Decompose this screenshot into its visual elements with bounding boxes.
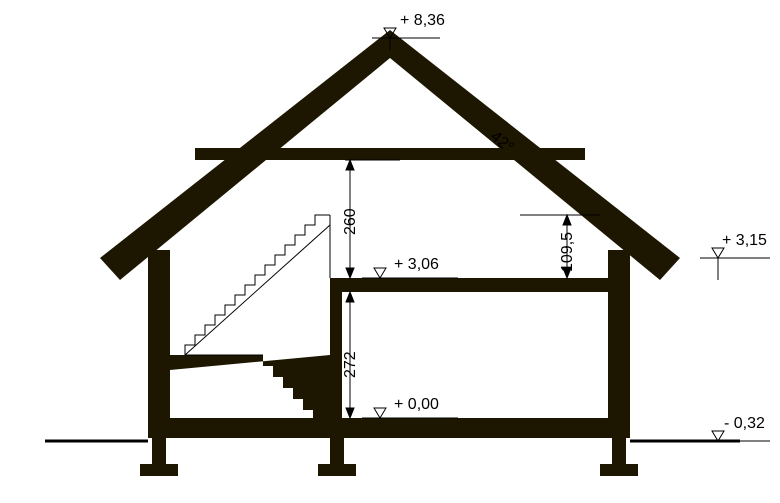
- upper-floor: [330, 278, 630, 292]
- floor-elevation-label: + 3,06: [394, 256, 439, 274]
- footings: [140, 438, 638, 476]
- elev-eave-marker: [700, 248, 770, 280]
- ground-slab: [148, 418, 630, 438]
- ground-height-label: 272: [342, 351, 360, 378]
- stair-outline: [170, 215, 330, 418]
- knee-wall-label: 109,5: [559, 232, 577, 272]
- attic-height-label: 260: [342, 208, 360, 235]
- eave-elevation-label: + 3,15: [722, 232, 767, 250]
- left-wall: [148, 250, 170, 430]
- section-drawing: [0, 0, 780, 503]
- grade-elevation-label: - 0,32: [724, 415, 765, 433]
- ground-elevation-label: + 0,00: [394, 396, 439, 414]
- right-wall: [608, 250, 630, 430]
- ridge-elevation-label: + 8,36: [400, 12, 445, 30]
- stair-wall: [330, 278, 342, 428]
- roof: [100, 30, 680, 280]
